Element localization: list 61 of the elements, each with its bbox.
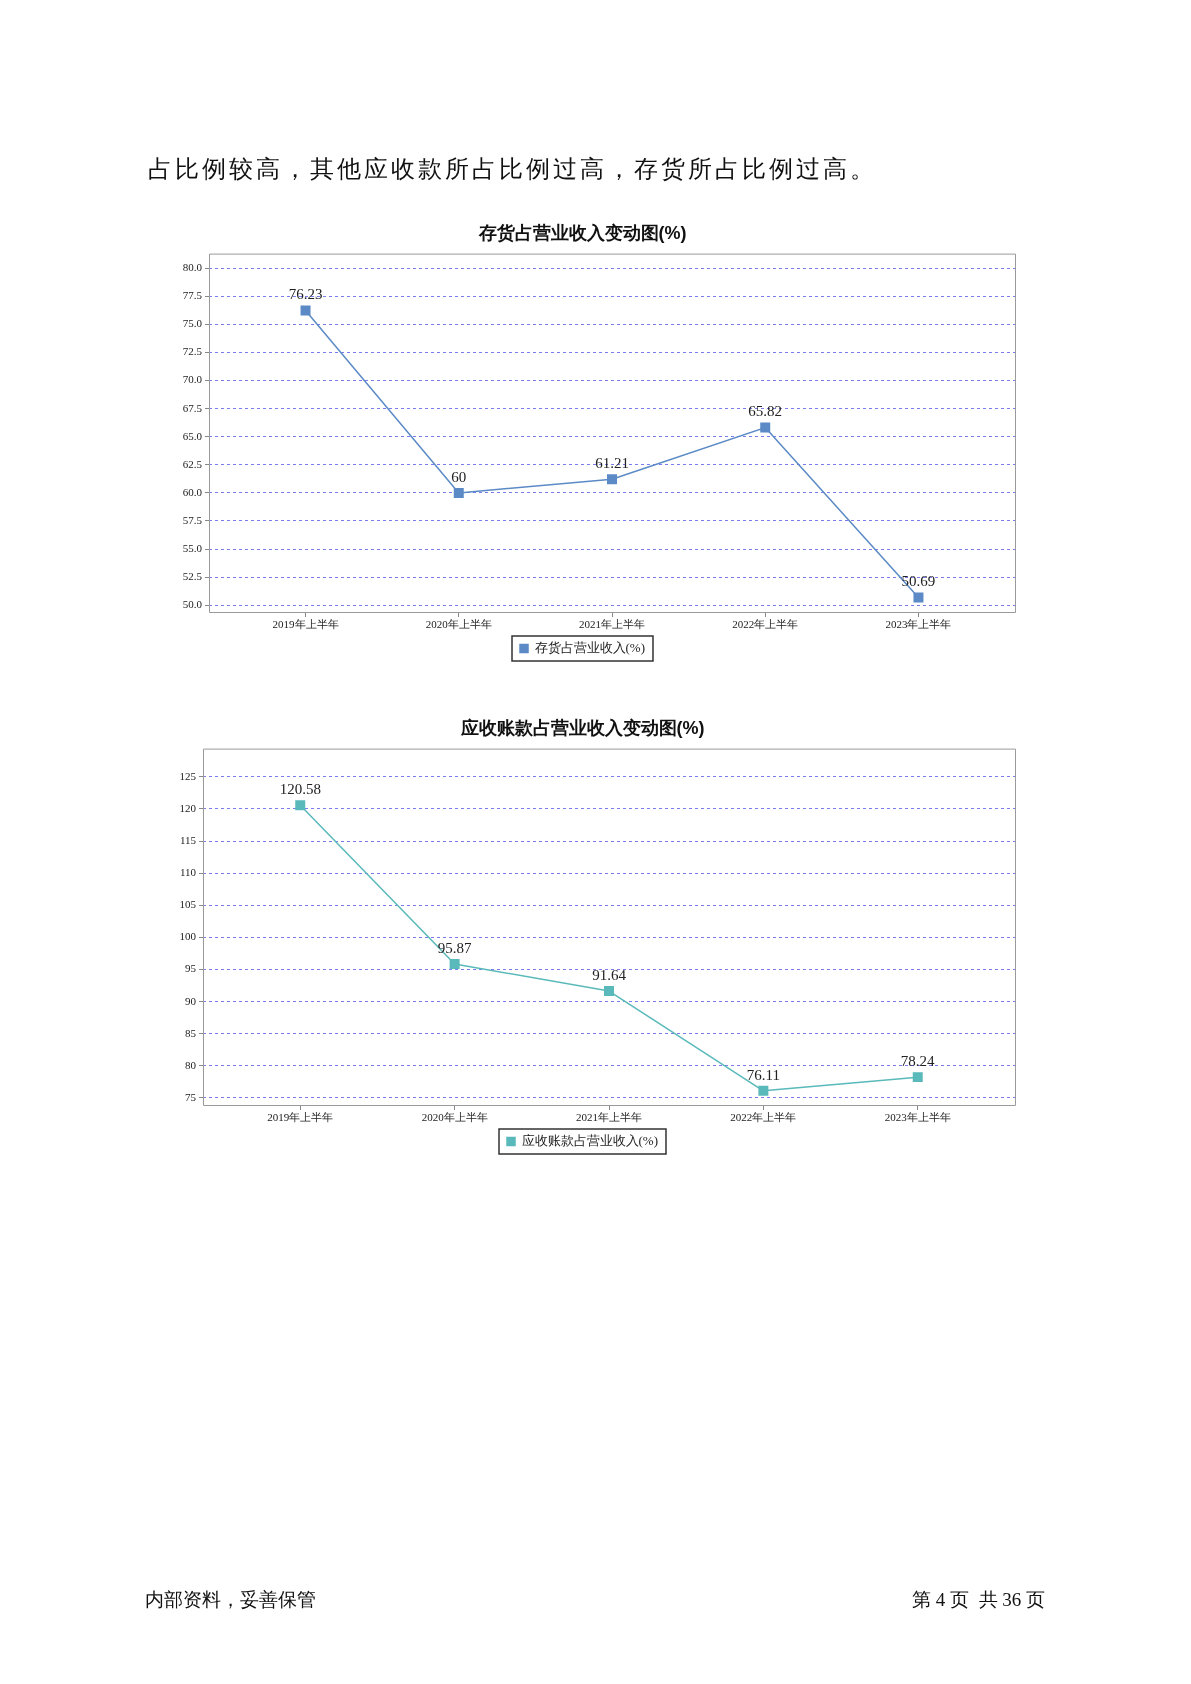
legend-label: 应收账款占营业收入(%) (521, 1132, 659, 1148)
y-tick-label: 90 (185, 994, 197, 1007)
y-tick-label: 55.0 (182, 541, 203, 554)
chart-title: 存货占营业收入变动图(%) (477, 222, 687, 243)
x-tick-label: 2020年上半年 (421, 1111, 488, 1124)
data-label: 61.21 (595, 455, 629, 472)
x-tick-label: 2021年上半年 (579, 618, 645, 631)
point (760, 422, 771, 433)
y-tick-label: 72.5 (182, 345, 203, 358)
y-tick-label: 85 (185, 1026, 197, 1039)
x-tick-label: 2023年上半年 (885, 618, 952, 631)
data-label: 65.82 (748, 403, 783, 420)
y-tick-label: 52.5 (182, 570, 203, 583)
text: 占比例较高，其他应收款所占比例过高，存货所占比例过高。 (148, 155, 877, 184)
text: 内部资料，妥善保管 (145, 1589, 316, 1612)
legend-label: 存货占营业收入(%) (534, 639, 646, 655)
y-tick-label: 105 (179, 898, 197, 911)
y-tick-label: 95 (185, 962, 197, 975)
point (604, 986, 614, 997)
y-tick-label: 77.5 (182, 289, 203, 302)
y-tick-label: 75.0 (182, 317, 203, 330)
y-tick-label: 60.0 (182, 485, 203, 498)
data-label: 91.64 (592, 967, 627, 984)
text: 第 4 页 共 36 页 (912, 1589, 1045, 1612)
x-tick-label: 2020年上半年 (425, 618, 492, 631)
point (912, 1072, 923, 1083)
point (758, 1085, 769, 1096)
x-tick-label: 2019年上半年 (272, 618, 339, 631)
x-tick-label: 2021年上半年 (576, 1111, 642, 1124)
x-tick-label: 2023年上半年 (884, 1111, 951, 1124)
point (449, 958, 460, 969)
y-tick-label: 67.5 (182, 401, 203, 414)
data-label: 76.11 (746, 1066, 780, 1083)
chart-title: 应收账款占营业收入变动图(%) (459, 717, 705, 738)
y-tick-label: 120 (179, 801, 197, 814)
y-tick-label: 115 (179, 833, 197, 846)
y-tick-label: 80.0 (182, 261, 203, 274)
data-label: 76.23 (288, 286, 323, 303)
y-tick-label: 110 (179, 866, 197, 879)
data-label: 120.58 (279, 781, 321, 798)
point (453, 487, 464, 498)
x-tick-label: 2022年上半年 (732, 618, 799, 631)
y-tick-label: 57.5 (182, 513, 203, 526)
data-label: 60 (451, 468, 467, 485)
point (913, 592, 924, 603)
point (295, 800, 306, 811)
y-tick-label: 50.0 (182, 598, 203, 611)
data-label: 78.24 (900, 1053, 936, 1070)
data-label: 50.69 (901, 573, 936, 590)
data-label: 95.87 (437, 939, 472, 956)
x-tick-label: 2019年上半年 (267, 1111, 334, 1124)
y-tick-label: 65.0 (182, 429, 203, 442)
y-tick-label: 125 (179, 769, 197, 782)
y-tick-label: 80 (185, 1058, 197, 1071)
y-tick-label: 62.5 (182, 457, 203, 470)
y-tick-label: 100 (179, 930, 197, 943)
y-tick-label: 75 (185, 1090, 197, 1103)
x-tick-label: 2022年上半年 (730, 1111, 797, 1124)
point (607, 474, 617, 485)
y-tick-label: 70.0 (182, 373, 203, 386)
point (300, 305, 311, 316)
